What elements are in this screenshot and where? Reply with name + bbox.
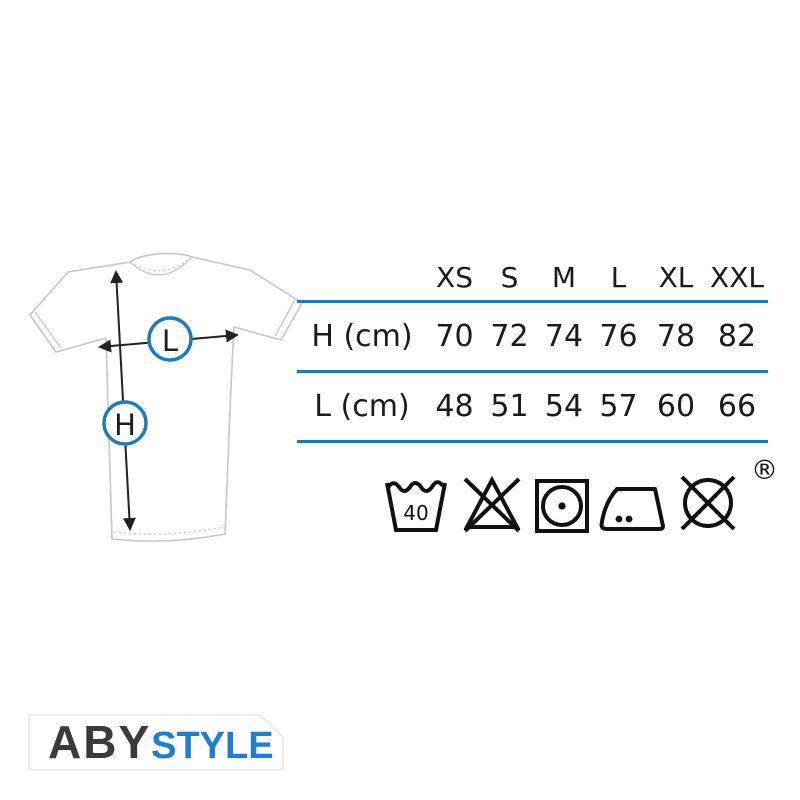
- size-col-header: M: [551, 261, 577, 294]
- table-cell: 54: [544, 389, 584, 424]
- tshirt-outline: [29, 252, 303, 542]
- size-col-header: S: [500, 261, 519, 294]
- row-label: H (cm): [311, 319, 413, 354]
- logo-part-style: STYLE: [151, 725, 274, 767]
- table-cell: 51: [490, 389, 529, 424]
- table-cell: 74: [544, 319, 584, 354]
- height-label: H: [114, 408, 136, 442]
- tshirt-measurement-diagram: L H: [18, 246, 308, 558]
- table-cell: 70: [435, 319, 474, 354]
- do-not-bleach-icon: [463, 475, 521, 533]
- tshirt-cuff-lines: [34, 299, 296, 535]
- logo-part-aby: ABY: [48, 716, 152, 768]
- size-col-header: XXL: [710, 261, 764, 294]
- wash-40-icon: 40: [385, 480, 447, 532]
- size-col-header: XL: [658, 261, 694, 294]
- table-cell: 48: [435, 389, 474, 424]
- table-cell: 76: [599, 319, 638, 354]
- size-col-header: L: [610, 261, 627, 294]
- size-table-row-height: H (cm) 70 72 74 76 78 82: [297, 303, 768, 373]
- table-cell: 57: [599, 389, 638, 424]
- width-label: L: [162, 324, 178, 358]
- logo-text: ABYSTYLE: [48, 714, 274, 770]
- tumble-dry-low-icon: [535, 479, 589, 533]
- iron-medium-icon: [599, 487, 665, 531]
- height-label-circle: [102, 400, 148, 446]
- size-table-header-row: XS S M L XL XXL: [297, 255, 768, 303]
- logo-card-shape: [28, 714, 284, 771]
- size-table-row-width: L (cm) 48 51 54 57 60 66: [297, 373, 768, 443]
- table-cell: 72: [490, 319, 529, 354]
- row-label: L (cm): [314, 389, 410, 424]
- care-symbols-row: 40 ®: [381, 457, 781, 535]
- table-cell: 82: [717, 319, 757, 354]
- tshirt-illustration: L H: [29, 252, 303, 542]
- size-col-header: XS: [436, 261, 473, 294]
- size-table: XS S M L XL XXL H (cm) 70 72 74 76 78 82…: [297, 255, 768, 443]
- abystyle-logo: ABYSTYLE: [28, 714, 284, 772]
- tshirt-collar-stitch: [129, 256, 193, 276]
- table-cell: 60: [656, 389, 696, 424]
- registered-trademark: ®: [751, 455, 778, 486]
- table-cell: 66: [717, 389, 757, 424]
- width-label-circle: [147, 316, 193, 362]
- table-cell: 78: [656, 319, 696, 354]
- wash-temp-label: 40: [403, 501, 428, 525]
- do-not-dryclean-icon: [680, 475, 736, 531]
